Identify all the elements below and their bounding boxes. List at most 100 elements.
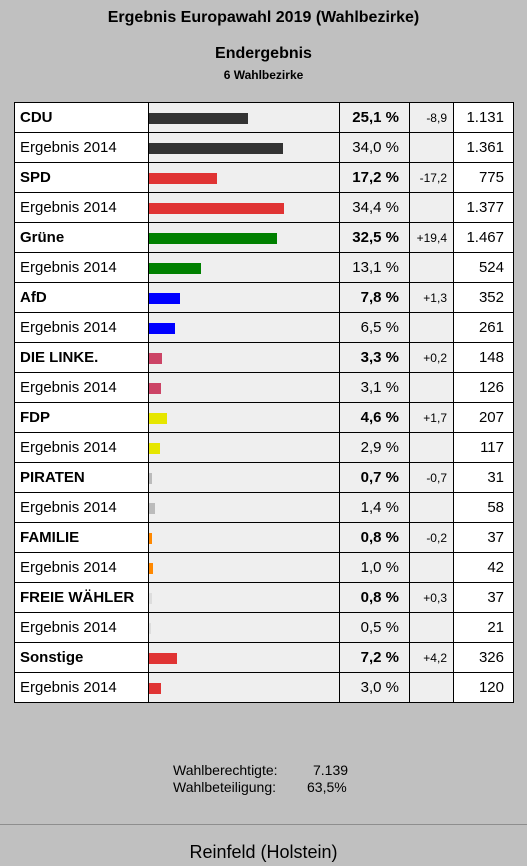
change-vs-2014: +0,3 — [409, 582, 454, 613]
bar-cell — [148, 552, 340, 583]
vote-count: 148 — [453, 342, 514, 373]
vote-count: 775 — [453, 162, 514, 193]
bar-cell — [148, 312, 340, 343]
change-vs-2014: +4,2 — [409, 642, 454, 673]
change-vs-2014: -0,2 — [409, 522, 454, 553]
party-row: Sonstige 7,2 % +4,2 326 — [14, 642, 514, 673]
change-vs-2014 — [409, 372, 454, 403]
vote-share-percent: 17,2 % — [339, 162, 410, 193]
party-row: PIRATEN 0,7 % -0,7 31 — [14, 462, 514, 493]
bar-cell — [148, 522, 340, 553]
vote-share-bar — [149, 653, 177, 664]
vote-share-bar — [149, 293, 180, 304]
vote-count: 117 — [453, 432, 514, 463]
change-vs-2014: +1,3 — [409, 282, 454, 313]
result-status: Endergebnis — [215, 45, 312, 62]
party-name: FDP — [14, 402, 149, 433]
party-name: Sonstige — [14, 642, 149, 673]
vote-share-bar — [149, 473, 152, 484]
bar-cell — [148, 372, 340, 403]
vote-count: 1.131 — [453, 102, 514, 133]
vote-share-percent: 13,1 % — [339, 252, 410, 283]
party-row: Grüne 32,5 % +19,4 1.467 — [14, 222, 514, 253]
turnout-value: 63,5% — [307, 779, 347, 795]
party-row: FREIE WÄHLER 0,8 % +0,3 37 — [14, 582, 514, 613]
change-vs-2014 — [409, 312, 454, 343]
vote-share-bar — [149, 503, 155, 514]
change-vs-2014 — [409, 552, 454, 583]
place-name[interactable]: Reinfeld (Holstein) — [189, 842, 338, 862]
change-vs-2014: +0,2 — [409, 342, 454, 373]
vote-count: 261 — [453, 312, 514, 343]
vote-count: 21 — [453, 612, 514, 643]
previous-result-row: Ergebnis 2014 34,4 % 1.377 — [14, 192, 514, 223]
previous-result-row: Ergebnis 2014 2,9 % 117 — [14, 432, 514, 463]
party-name: PIRATEN — [14, 462, 149, 493]
party-name: FAMILIE — [14, 522, 149, 553]
change-vs-2014: -0,7 — [409, 462, 454, 493]
vote-share-percent: 0,8 % — [339, 522, 410, 553]
vote-share-bar — [149, 113, 248, 124]
bar-cell — [148, 492, 340, 523]
previous-result-row: Ergebnis 2014 0,5 % 21 — [14, 612, 514, 643]
vote-share-bar — [149, 233, 277, 244]
previous-result-label: Ergebnis 2014 — [14, 672, 149, 703]
previous-result-row: Ergebnis 2014 34,0 % 1.361 — [14, 132, 514, 163]
vote-count: 58 — [453, 492, 514, 523]
party-row: FDP 4,6 % +1,7 207 — [14, 402, 514, 433]
eligible-voters-value: 7.139 — [313, 762, 349, 778]
previous-result-row: Ergebnis 2014 3,0 % 120 — [14, 672, 514, 703]
previous-result-label: Ergebnis 2014 — [14, 432, 149, 463]
vote-share-percent: 7,2 % — [339, 642, 410, 673]
vote-share-bar — [149, 203, 284, 214]
bar-cell — [148, 642, 340, 673]
change-vs-2014 — [409, 432, 454, 463]
change-vs-2014 — [409, 612, 454, 643]
bar-cell — [148, 342, 340, 373]
vote-share-percent: 34,0 % — [339, 132, 410, 163]
party-name: SPD — [14, 162, 149, 193]
bar-cell — [148, 252, 340, 283]
vote-count: 1.467 — [453, 222, 514, 253]
previous-result-label: Ergebnis 2014 — [14, 552, 149, 583]
election-stats: Wahlberechtigte: 7.139 Wahlbeteiligung: … — [0, 762, 527, 796]
previous-result-label: Ergebnis 2014 — [14, 252, 149, 283]
vote-share-percent: 6,5 % — [339, 312, 410, 343]
bar-cell — [148, 132, 340, 163]
vote-share-percent: 0,8 % — [339, 582, 410, 613]
bar-cell — [148, 612, 340, 643]
eligible-voters-row: Wahlberechtigte: 7.139 — [0, 762, 527, 779]
vote-count: 1.361 — [453, 132, 514, 163]
vote-share-bar — [149, 413, 167, 424]
previous-result-label: Ergebnis 2014 — [14, 492, 149, 523]
previous-result-row: Ergebnis 2014 1,4 % 58 — [14, 492, 514, 523]
previous-result-label: Ergebnis 2014 — [14, 372, 149, 403]
bar-cell — [148, 102, 340, 133]
previous-result-row: Ergebnis 2014 6,5 % 261 — [14, 312, 514, 343]
turnout-label: Wahlbeteiligung: — [173, 779, 276, 795]
results-table: CDU 25,1 % -8,9 1.131 Ergebnis 2014 34,0 % 1.3… — [14, 102, 514, 703]
party-name: CDU — [14, 102, 149, 133]
previous-result-row: Ergebnis 2014 13,1 % 524 — [14, 252, 514, 283]
previous-result-label: Ergebnis 2014 — [14, 312, 149, 343]
vote-share-bar — [149, 563, 153, 574]
party-name: DIE LINKE. — [14, 342, 149, 373]
vote-count: 37 — [453, 582, 514, 613]
vote-share-bar — [149, 323, 175, 334]
vote-share-percent: 0,7 % — [339, 462, 410, 493]
page-title: Ergebnis Europawahl 2019 (Wahlbezirke) — [107, 9, 420, 26]
vote-share-bar — [149, 683, 161, 694]
eligible-voters-label: Wahlberechtigte: — [173, 762, 278, 778]
vote-share-bar — [149, 443, 160, 454]
change-vs-2014 — [409, 492, 454, 523]
vote-share-percent: 2,9 % — [339, 432, 410, 463]
vote-count: 326 — [453, 642, 514, 673]
district-count: 6 Wahlbezirke — [223, 68, 304, 82]
vote-count: 524 — [453, 252, 514, 283]
vote-share-percent: 3,1 % — [339, 372, 410, 403]
vote-count: 120 — [453, 672, 514, 703]
vote-count: 207 — [453, 402, 514, 433]
previous-result-row: Ergebnis 2014 1,0 % 42 — [14, 552, 514, 583]
change-vs-2014 — [409, 132, 454, 163]
previous-result-row: Ergebnis 2014 3,1 % 126 — [14, 372, 514, 403]
